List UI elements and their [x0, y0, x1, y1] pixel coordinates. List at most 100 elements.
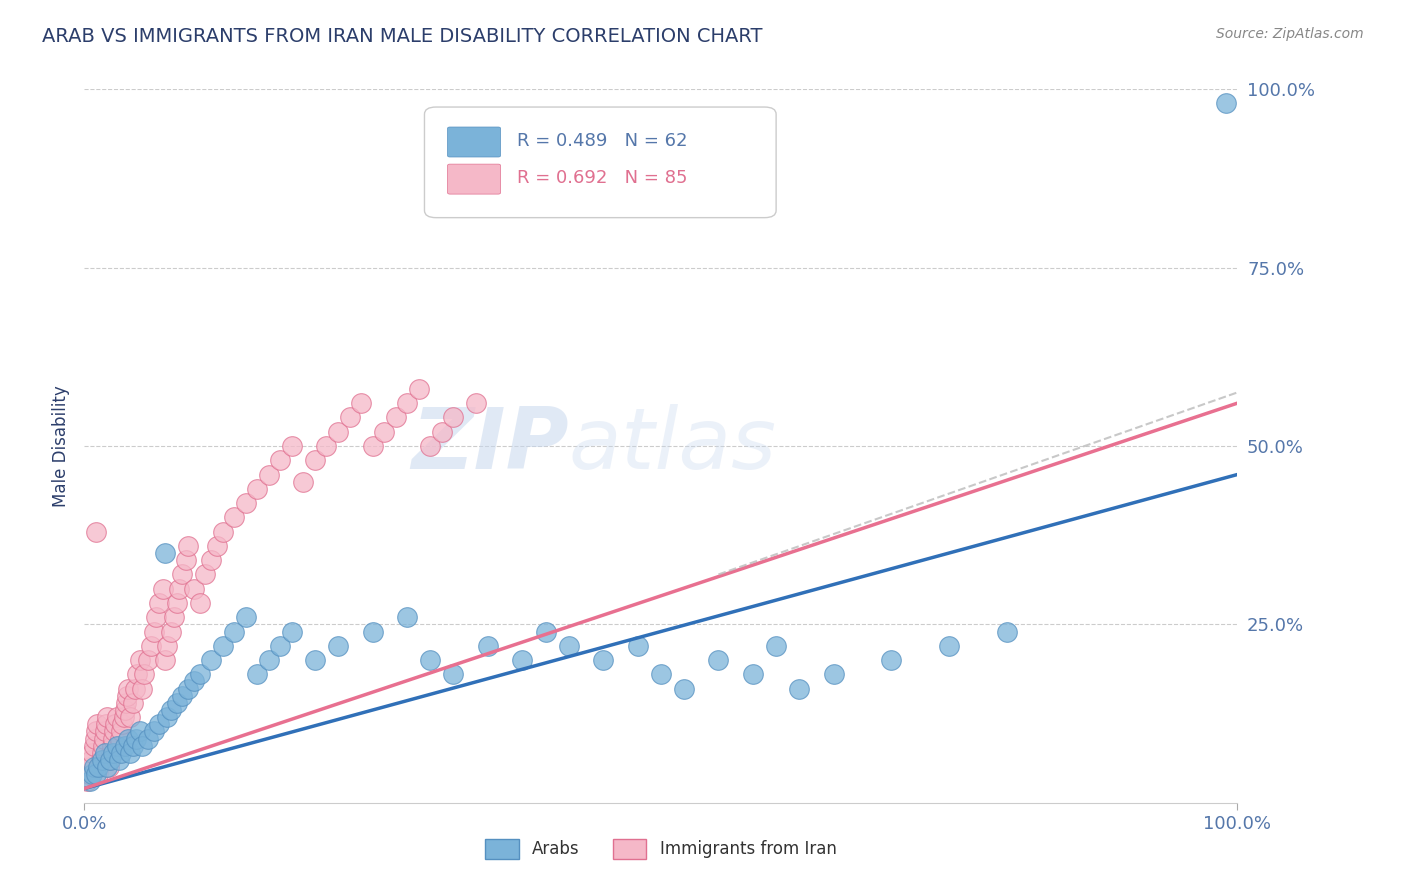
Point — [465, 396, 488, 410]
Text: Source: ZipAtlas.com: Source: ZipAtlas.com — [1216, 27, 1364, 41]
Point — [224, 510, 246, 524]
Point — [188, 667, 211, 681]
Point — [235, 496, 257, 510]
Point — [269, 639, 291, 653]
Point — [304, 453, 326, 467]
Point — [592, 653, 614, 667]
Text: R = 0.692   N = 85: R = 0.692 N = 85 — [517, 169, 688, 187]
Point — [134, 667, 156, 681]
Point — [87, 760, 110, 774]
Y-axis label: Male Disability: Male Disability — [52, 385, 70, 507]
Point — [108, 739, 131, 753]
Point — [97, 760, 120, 774]
Point — [93, 731, 115, 746]
Point — [110, 746, 132, 760]
Point — [188, 596, 211, 610]
Point — [91, 739, 114, 753]
Point — [136, 731, 159, 746]
Point — [650, 667, 672, 681]
Point — [115, 696, 138, 710]
Point — [672, 681, 695, 696]
Point — [396, 396, 419, 410]
Point — [77, 767, 100, 781]
Point — [512, 653, 534, 667]
Point — [100, 746, 122, 760]
Point — [156, 710, 179, 724]
Point — [121, 739, 143, 753]
Point — [103, 746, 124, 760]
Point — [84, 767, 107, 781]
Point — [82, 767, 104, 781]
Point — [177, 681, 200, 696]
Point — [183, 674, 205, 689]
Point — [83, 739, 105, 753]
Point — [166, 696, 188, 710]
Text: ARAB VS IMMIGRANTS FROM IRAN MALE DISABILITY CORRELATION CHART: ARAB VS IMMIGRANTS FROM IRAN MALE DISABI… — [42, 27, 762, 45]
Point — [87, 767, 110, 781]
Point — [103, 731, 124, 746]
Point — [148, 717, 170, 731]
Point — [156, 639, 179, 653]
Point — [112, 710, 135, 724]
Point — [326, 639, 349, 653]
Point — [84, 724, 107, 739]
Point — [938, 639, 960, 653]
FancyBboxPatch shape — [425, 107, 776, 218]
Point — [211, 639, 233, 653]
Point — [104, 717, 127, 731]
Point — [98, 753, 121, 767]
Point — [76, 774, 98, 789]
Point — [160, 624, 183, 639]
Point — [111, 717, 134, 731]
Point — [114, 703, 136, 717]
Point — [292, 475, 315, 489]
Point — [82, 746, 104, 760]
Point — [89, 753, 111, 767]
Point — [110, 724, 132, 739]
Point — [121, 696, 143, 710]
Point — [101, 739, 124, 753]
Point — [384, 410, 406, 425]
Point — [304, 653, 326, 667]
Point — [98, 753, 121, 767]
Point — [141, 639, 163, 653]
Point — [534, 624, 557, 639]
Point — [105, 739, 128, 753]
Point — [79, 760, 101, 774]
Point — [557, 639, 579, 653]
Point — [120, 746, 142, 760]
Point — [124, 681, 146, 696]
Point — [83, 760, 105, 774]
Point — [707, 653, 730, 667]
Point — [152, 582, 174, 596]
Point — [96, 717, 118, 731]
Point — [160, 703, 183, 717]
Point — [131, 739, 153, 753]
Point — [174, 553, 197, 567]
FancyBboxPatch shape — [447, 127, 501, 157]
Point — [235, 610, 257, 624]
Point — [105, 710, 128, 724]
Point — [246, 482, 269, 496]
Point — [430, 425, 453, 439]
Point — [108, 753, 131, 767]
Point — [257, 467, 280, 482]
Point — [83, 731, 105, 746]
Point — [86, 717, 108, 731]
Point — [80, 753, 103, 767]
Point — [172, 567, 194, 582]
Point — [281, 624, 304, 639]
Text: atlas: atlas — [568, 404, 776, 488]
Point — [114, 739, 136, 753]
Point — [477, 639, 499, 653]
Point — [177, 539, 200, 553]
Point — [200, 653, 222, 667]
Point — [183, 582, 205, 596]
Point — [200, 553, 222, 567]
Point — [281, 439, 304, 453]
Point — [172, 689, 194, 703]
Point — [408, 382, 430, 396]
Point — [90, 746, 112, 760]
Point — [880, 653, 903, 667]
Point — [90, 753, 112, 767]
